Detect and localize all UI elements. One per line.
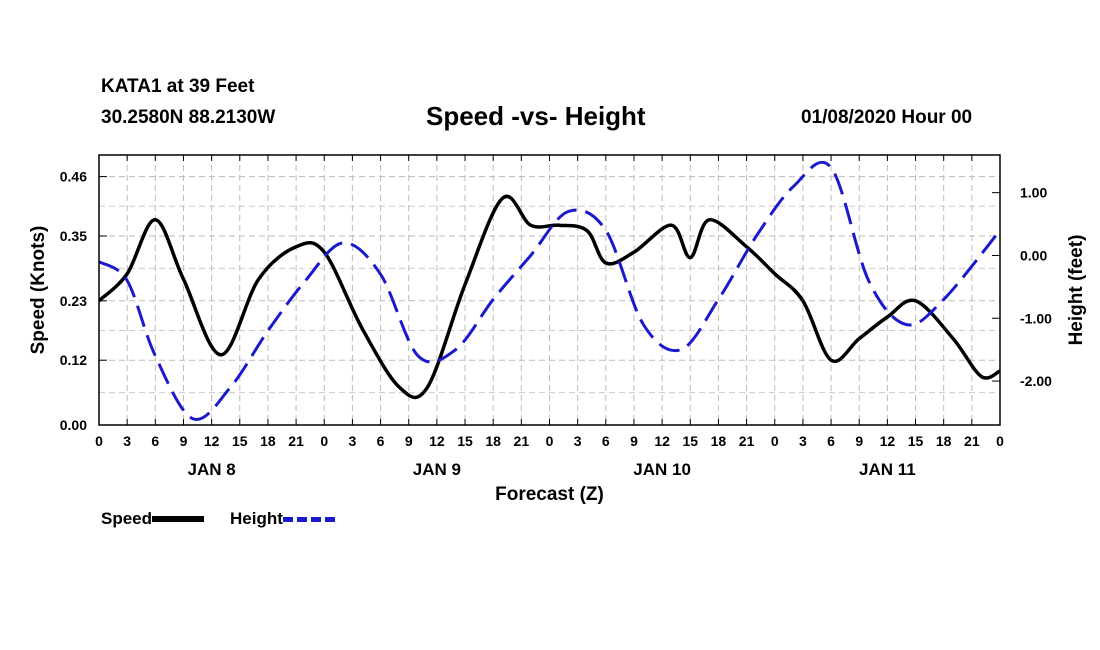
- day-label: JAN 9: [413, 460, 461, 479]
- x-tick-label: 15: [908, 433, 924, 449]
- series-line-height: [99, 160, 1000, 421]
- legend-speed: Speed: [101, 509, 205, 529]
- x-tick-label: 9: [630, 433, 638, 449]
- x-tick-label: 9: [855, 433, 863, 449]
- y-left-tick-label: 0.23: [60, 293, 87, 309]
- legend-speed-swatch: [152, 516, 205, 522]
- x-tick-label: 6: [377, 433, 385, 449]
- x-tick-label: 9: [405, 433, 413, 449]
- x-tick-label: 15: [682, 433, 698, 449]
- x-tick-label: 3: [574, 433, 582, 449]
- x-tick-label: 0: [95, 433, 103, 449]
- x-tick-label: 15: [232, 433, 248, 449]
- day-label: JAN 11: [859, 460, 916, 479]
- x-tick-label: 6: [602, 433, 610, 449]
- plot-frame: [98, 154, 1001, 426]
- x-tick-label: 21: [288, 433, 304, 449]
- coords-label: 30.2580N 88.2130W: [101, 107, 276, 128]
- series-line-speed: [99, 194, 1000, 400]
- x-tick-label: 3: [349, 433, 357, 449]
- x-tick-label: 9: [180, 433, 188, 449]
- x-tick-label: 12: [654, 433, 670, 449]
- y-left-tick-label: 0.46: [60, 169, 87, 185]
- x-tick-label: 0: [996, 433, 1004, 449]
- station-label: KATA1 at 39 Feet: [101, 76, 255, 97]
- y-right-axis-label: Height (feet): [1066, 235, 1087, 346]
- x-tick-label: 15: [457, 433, 473, 449]
- y-right-tick-label: 1.00: [1020, 185, 1047, 201]
- x-tick-label: 21: [514, 433, 530, 449]
- x-tick-label: 6: [827, 433, 835, 449]
- x-tick-label: 0: [771, 433, 779, 449]
- y-right-tick-label: 0.00: [1020, 247, 1047, 263]
- y-left-tick-label: 0.12: [60, 352, 87, 368]
- x-tick-label: 21: [739, 433, 755, 449]
- x-tick-label: 6: [151, 433, 159, 449]
- x-tick-label: 12: [204, 433, 220, 449]
- legend-speed-label: Speed: [101, 509, 153, 528]
- legend-height-label: Height: [230, 509, 283, 528]
- x-tick-label: 3: [123, 433, 131, 449]
- x-axis-label: Forecast (Z): [495, 484, 604, 505]
- x-tick-label: 3: [799, 433, 807, 449]
- chart-title: Speed -vs- Height: [426, 101, 646, 131]
- y-right-tick-label: -1.00: [1020, 310, 1052, 326]
- x-tick-label: 18: [711, 433, 727, 449]
- x-tick-label: 0: [546, 433, 554, 449]
- legend-height: Height: [230, 509, 335, 529]
- datetime-label: 01/08/2020 Hour 00: [801, 107, 973, 128]
- x-tick-label: 18: [260, 433, 276, 449]
- x-tick-label: 12: [880, 433, 896, 449]
- y-left-tick-label: 0.35: [60, 228, 87, 244]
- y-right-tick-label: -2.00: [1020, 373, 1052, 389]
- legend-height-swatch: [282, 516, 335, 522]
- x-tick-label: 12: [429, 433, 445, 449]
- day-label: JAN 8: [188, 460, 236, 479]
- x-tick-label: 21: [964, 433, 980, 449]
- x-tick-label: 18: [485, 433, 501, 449]
- y-left-axis-label: Speed (Knots): [28, 226, 49, 355]
- x-tick-label: 18: [936, 433, 952, 449]
- x-tick-label: 0: [320, 433, 328, 449]
- day-label: JAN 10: [633, 460, 691, 479]
- y-left-tick-label: 0.00: [60, 417, 87, 433]
